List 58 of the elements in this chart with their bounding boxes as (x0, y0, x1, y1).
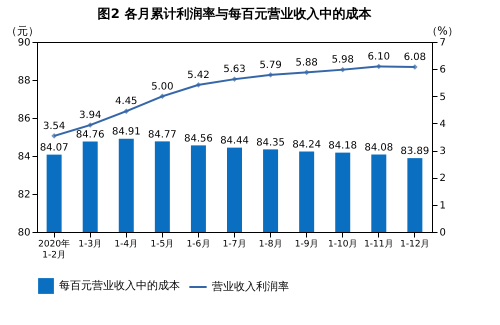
y2-axis-title: （%） (426, 24, 459, 38)
data-label: 84.07 (40, 142, 68, 154)
data-label: 5.79 (259, 60, 282, 71)
point (160, 94, 166, 100)
y2-tick-label: 3 (440, 146, 446, 158)
x-tick-label: 1-9月 (294, 240, 318, 250)
point (268, 72, 274, 78)
y-tick-label: 90 (18, 38, 30, 48)
point (124, 108, 130, 114)
data-label: 84.08 (364, 142, 394, 154)
point (87, 122, 93, 128)
x-tick-label: 1-3月 (78, 240, 102, 250)
data-label: 5.88 (296, 57, 318, 68)
x-tick-label: 1-8月 (258, 240, 282, 250)
y-tick-label: 84 (18, 152, 30, 162)
data-label: 5.42 (187, 70, 210, 81)
y-tick-label: 86 (18, 114, 30, 124)
data-label: 6.10 (368, 51, 390, 62)
data-label: 84.56 (184, 133, 213, 144)
chart-title: 图2 各月累计利润率与每百元营业收入中的成本 (98, 6, 372, 22)
point (232, 76, 238, 82)
data-label: 84.18 (328, 140, 358, 152)
data-label: 3.94 (79, 110, 102, 122)
y-tick-label: 80 (18, 228, 30, 238)
y2-tick-label: 1 (440, 200, 446, 212)
y2-tick-label: 4 (440, 118, 446, 130)
x-tick-label: 1-10月 (328, 240, 358, 250)
x-tick-label: 1-6月 (186, 240, 210, 250)
data-label: 83.89 (400, 146, 430, 158)
data-label: 84.91 (112, 126, 141, 138)
x-tick-label: 1-4月 (114, 240, 138, 250)
y2-tick-label: 5 (440, 92, 446, 103)
data-label: 6.08 (404, 52, 426, 63)
data-label: 84.76 (76, 130, 105, 141)
y-axis-title: （元） (6, 24, 39, 38)
legend-label: 每百元营业收入中的成本 (59, 279, 180, 292)
x-tick-label: 1-12月 (400, 240, 430, 250)
data-label: 5.00 (151, 81, 174, 92)
data-label: 84.44 (220, 136, 249, 147)
data-label: 3.54 (43, 120, 66, 132)
point (51, 133, 57, 139)
data-label: 5.63 (223, 64, 246, 76)
data-label: 4.45 (115, 96, 138, 108)
x-tick-label: 1-11月 (364, 240, 394, 250)
legend-label: 营业收入利润率 (212, 280, 289, 293)
y2-tick-label: 0 (440, 228, 446, 238)
data-label: 84.35 (256, 137, 285, 148)
x-tick-label: 1-7月 (222, 240, 246, 250)
y-tick-label: 82 (18, 190, 30, 200)
data-label: 84.77 (148, 129, 177, 140)
x-tick-label: 2020年 1-2月 (38, 238, 70, 260)
y2-tick-label: 6 (440, 64, 446, 76)
data-label: 5.98 (332, 54, 354, 66)
data-label: 84.24 (292, 139, 321, 150)
y-tick-label: 88 (18, 76, 30, 86)
y2-tick-label: 7 (440, 38, 446, 48)
x-tick-label: 1-5月 (150, 240, 174, 250)
y2-tick-label: 2 (440, 173, 446, 184)
